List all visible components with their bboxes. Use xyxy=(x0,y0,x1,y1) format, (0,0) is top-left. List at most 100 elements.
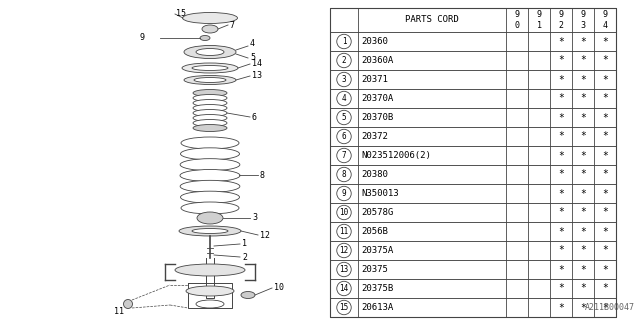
Text: 20360: 20360 xyxy=(361,37,388,46)
Text: 2: 2 xyxy=(242,252,247,261)
Text: 20370B: 20370B xyxy=(361,113,393,122)
Text: *: * xyxy=(580,207,586,218)
Ellipse shape xyxy=(182,63,238,73)
Text: 4: 4 xyxy=(250,39,255,49)
Text: A211B00047: A211B00047 xyxy=(585,303,635,312)
Circle shape xyxy=(337,53,351,68)
Text: 9
2: 9 2 xyxy=(559,10,563,30)
Text: *: * xyxy=(580,113,586,123)
Ellipse shape xyxy=(200,36,210,41)
Ellipse shape xyxy=(179,226,241,236)
Text: 9
3: 9 3 xyxy=(580,10,586,30)
Text: *: * xyxy=(602,36,608,46)
Ellipse shape xyxy=(181,137,239,149)
Bar xyxy=(330,70,616,89)
Bar xyxy=(330,8,616,32)
Ellipse shape xyxy=(193,94,227,101)
Text: 8: 8 xyxy=(342,170,346,179)
Circle shape xyxy=(337,110,351,125)
Text: 1: 1 xyxy=(242,238,247,247)
Text: *: * xyxy=(558,36,564,46)
Text: 6: 6 xyxy=(342,132,346,141)
Text: *: * xyxy=(558,245,564,255)
Circle shape xyxy=(337,243,351,258)
Text: *: * xyxy=(580,265,586,275)
Ellipse shape xyxy=(180,180,240,192)
Text: 9
1: 9 1 xyxy=(536,10,541,30)
Text: 14: 14 xyxy=(339,284,349,293)
Text: 20372: 20372 xyxy=(361,132,388,141)
Bar xyxy=(330,127,616,146)
Text: 9
0: 9 0 xyxy=(515,10,520,30)
Ellipse shape xyxy=(184,76,236,84)
Text: 7: 7 xyxy=(342,151,346,160)
Ellipse shape xyxy=(184,45,236,59)
Ellipse shape xyxy=(193,115,227,122)
Text: *: * xyxy=(602,265,608,275)
Ellipse shape xyxy=(193,105,227,111)
Text: 12: 12 xyxy=(339,246,349,255)
Text: 10: 10 xyxy=(339,208,349,217)
Text: *: * xyxy=(580,188,586,198)
Text: *: * xyxy=(580,227,586,236)
Text: PARTS CORD: PARTS CORD xyxy=(405,15,459,25)
Text: 11: 11 xyxy=(339,227,349,236)
Text: *: * xyxy=(558,284,564,293)
Text: 13: 13 xyxy=(252,71,262,81)
Circle shape xyxy=(337,186,351,201)
Text: 20371: 20371 xyxy=(361,75,388,84)
Text: 20370A: 20370A xyxy=(361,94,393,103)
Circle shape xyxy=(337,281,351,296)
Text: *: * xyxy=(580,55,586,66)
Text: 6: 6 xyxy=(252,113,257,122)
Ellipse shape xyxy=(124,300,132,308)
Circle shape xyxy=(337,205,351,220)
Text: *: * xyxy=(602,188,608,198)
Text: *: * xyxy=(602,150,608,161)
Circle shape xyxy=(337,224,351,239)
Text: *: * xyxy=(580,132,586,141)
Text: 14: 14 xyxy=(252,60,262,68)
Text: 1: 1 xyxy=(342,37,346,46)
Text: *: * xyxy=(580,170,586,180)
Ellipse shape xyxy=(193,124,227,132)
Text: *: * xyxy=(602,55,608,66)
Bar xyxy=(330,8,616,317)
Text: 3: 3 xyxy=(342,75,346,84)
Bar xyxy=(330,279,616,298)
Text: *: * xyxy=(602,93,608,103)
Ellipse shape xyxy=(241,292,255,299)
Bar xyxy=(330,51,616,70)
Text: 5: 5 xyxy=(250,53,255,62)
Ellipse shape xyxy=(192,66,228,70)
Bar xyxy=(330,146,616,165)
Text: 9
4: 9 4 xyxy=(602,10,607,30)
Text: 7: 7 xyxy=(229,20,234,29)
Ellipse shape xyxy=(196,300,224,308)
Ellipse shape xyxy=(193,109,227,116)
Text: 3: 3 xyxy=(252,213,257,222)
Bar xyxy=(330,165,616,184)
Text: *: * xyxy=(602,170,608,180)
Circle shape xyxy=(337,34,351,49)
Text: 10: 10 xyxy=(274,283,284,292)
Circle shape xyxy=(337,72,351,87)
Ellipse shape xyxy=(180,170,240,181)
Text: 20613A: 20613A xyxy=(361,303,393,312)
Text: 5: 5 xyxy=(342,113,346,122)
Ellipse shape xyxy=(193,100,227,107)
Text: 15: 15 xyxy=(176,10,186,19)
Ellipse shape xyxy=(180,191,239,203)
Bar xyxy=(330,222,616,241)
Text: *: * xyxy=(602,75,608,84)
Text: 20375B: 20375B xyxy=(361,284,393,293)
Ellipse shape xyxy=(180,159,240,171)
Circle shape xyxy=(337,262,351,277)
Text: *: * xyxy=(558,265,564,275)
Circle shape xyxy=(337,129,351,144)
Text: 15: 15 xyxy=(339,303,349,312)
Ellipse shape xyxy=(197,212,223,224)
Ellipse shape xyxy=(186,286,234,296)
Bar xyxy=(330,184,616,203)
Circle shape xyxy=(337,167,351,182)
